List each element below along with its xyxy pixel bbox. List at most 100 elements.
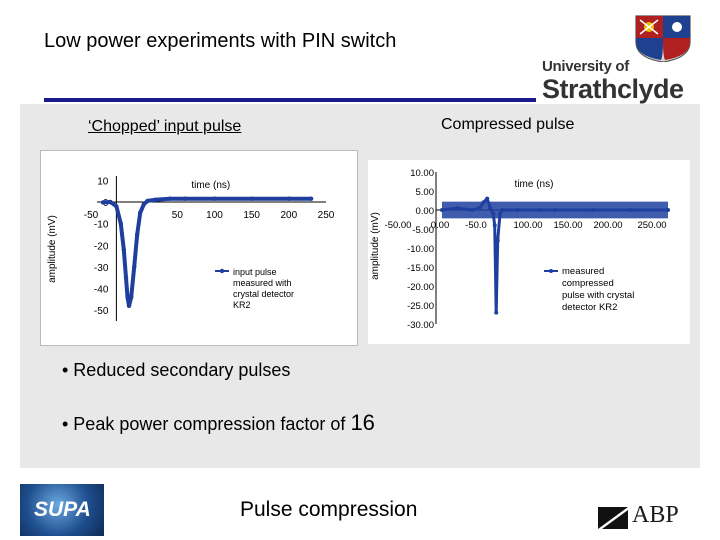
x-tick-label: 200.00 bbox=[593, 220, 622, 231]
chart-label-right: Compressed pulse bbox=[441, 116, 575, 133]
data-point bbox=[100, 200, 106, 205]
y-tick-label: -20 bbox=[94, 241, 109, 252]
x-tick-label: 50 bbox=[172, 210, 184, 221]
compressed-pulse-svg: 10.005.000.00-5.00-10.00-15.00-20.00-25.… bbox=[370, 168, 670, 331]
data-point bbox=[666, 208, 670, 212]
x-tick-label: 100.00 bbox=[513, 220, 542, 231]
data-point bbox=[212, 196, 217, 201]
data-point bbox=[108, 199, 113, 205]
data-point bbox=[132, 264, 137, 270]
data-point bbox=[126, 303, 132, 309]
y-tick-label: 10 bbox=[97, 176, 109, 187]
x-tick-label: 150 bbox=[243, 210, 260, 221]
supa-logo: SUPA bbox=[20, 484, 104, 536]
x-tick-label: -50.0 bbox=[465, 220, 487, 231]
y-tick-label: -15.00 bbox=[407, 263, 434, 274]
data-point bbox=[537, 208, 542, 212]
y-tick-label: -10.00 bbox=[407, 244, 434, 255]
data-point bbox=[590, 208, 595, 212]
university-wordmark-line2: Strathclyde bbox=[542, 74, 684, 104]
legend-marker bbox=[549, 269, 553, 273]
legend-line: pulse with crystal bbox=[562, 290, 634, 301]
data-point bbox=[481, 200, 486, 205]
bullet-compression-text: • Peak power compression factor of bbox=[62, 414, 351, 434]
chart-label-left: ‘Chopped’ input pulse bbox=[88, 118, 242, 135]
y-axis-title: amplitude (mV) bbox=[370, 212, 381, 280]
slide-title: Low power experiments with PIN switch bbox=[44, 30, 397, 52]
data-point bbox=[123, 275, 129, 280]
data-point bbox=[477, 206, 482, 211]
data-point bbox=[129, 294, 134, 300]
bullet-reduced-pulses: • Reduced secondary pulses bbox=[62, 360, 291, 380]
x-tick-label: 100 bbox=[206, 210, 223, 221]
data-point bbox=[114, 204, 119, 209]
legend-line: KR2 bbox=[233, 300, 251, 310]
data-point bbox=[440, 208, 444, 212]
data-point bbox=[553, 208, 557, 212]
data-point bbox=[494, 310, 499, 315]
input-pulse-chart: 10 0 -10 -20 -30 -40 -50 -50 50 100 150 200 250 time … bbox=[40, 150, 358, 346]
data-point bbox=[249, 196, 254, 201]
bullet-compression-value: 16 bbox=[350, 410, 375, 435]
data-point bbox=[286, 196, 292, 201]
data-point bbox=[125, 294, 130, 300]
data-point bbox=[495, 238, 500, 243]
bullet-compression-factor: • Peak power compression factor of 16 bbox=[62, 410, 375, 436]
x-axis-title: time (ns) bbox=[191, 180, 230, 191]
y-tick-label: -20.00 bbox=[407, 282, 434, 293]
data-point bbox=[455, 206, 460, 211]
legend-line: compressed bbox=[562, 278, 614, 289]
supa-logo-text: SUPA bbox=[34, 498, 91, 521]
university-wordmark-line1: University of bbox=[542, 58, 629, 75]
data-point bbox=[500, 208, 505, 212]
y-tick-label: -50 bbox=[94, 306, 109, 317]
data-point bbox=[492, 223, 497, 228]
x-tick-label: 250.00 bbox=[637, 220, 666, 231]
data-point bbox=[628, 208, 633, 212]
y-tick-label: -40 bbox=[94, 285, 109, 296]
x-tick-label: 200 bbox=[280, 210, 297, 221]
data-point bbox=[152, 197, 158, 203]
strathclyde-logo: University of Strathclyde bbox=[540, 12, 705, 107]
title-rule bbox=[44, 98, 536, 102]
data-point bbox=[145, 198, 150, 204]
y-tick-label: -25.00 bbox=[407, 301, 434, 312]
legend-line: crystal detector bbox=[233, 289, 294, 299]
x-axis-title: time (ns) bbox=[515, 179, 554, 190]
compressed-pulse-chart: 10.00 5.00 0.00 -5.00 -10.00 -15.00 -20.00 -25.… bbox=[368, 160, 690, 344]
y-tick-label: -30.00 bbox=[407, 320, 434, 331]
y-tick-label: -30 bbox=[94, 263, 109, 274]
y-tick-label: -5.00 bbox=[412, 225, 434, 236]
abp-logo: ABP bbox=[598, 502, 694, 532]
legend-line: detector KR2 bbox=[562, 302, 617, 313]
abp-mark-icon bbox=[598, 507, 628, 529]
data-point bbox=[308, 196, 314, 201]
legend-line: input pulse bbox=[233, 267, 277, 277]
y-tick-label: -10 bbox=[94, 220, 109, 231]
input-pulse-svg: 100-10-20-30-40-50-50 50 100 150 200 250time … bbox=[47, 176, 335, 321]
legend-line: measured with bbox=[233, 278, 292, 288]
data-point bbox=[121, 247, 127, 252]
footer-title: Pulse compression bbox=[240, 498, 418, 521]
legend-line: measured bbox=[562, 266, 604, 277]
x-tick-label: 0.00 bbox=[431, 220, 450, 231]
data-point bbox=[118, 221, 124, 226]
data-point bbox=[182, 196, 187, 201]
data-point bbox=[167, 196, 173, 201]
y-tick-label: 10.00 bbox=[410, 168, 434, 179]
y-tick-label: 0.00 bbox=[416, 206, 435, 217]
crest-icon bbox=[635, 15, 691, 62]
x-tick-label: -50 bbox=[84, 210, 99, 221]
data-point bbox=[137, 210, 143, 215]
x-tick-label: 250 bbox=[318, 210, 335, 221]
data-point bbox=[515, 208, 520, 212]
data-point bbox=[470, 208, 475, 212]
abp-logo-text: ABP bbox=[632, 502, 679, 528]
x-tick-label: 150.00 bbox=[553, 220, 582, 231]
data-point bbox=[485, 196, 490, 201]
data-point bbox=[498, 211, 503, 216]
footer-bar bbox=[20, 484, 700, 536]
data-point bbox=[491, 211, 496, 216]
y-tick-label: 5.00 bbox=[416, 187, 435, 198]
x-tick-label: -50.00 bbox=[385, 220, 412, 231]
